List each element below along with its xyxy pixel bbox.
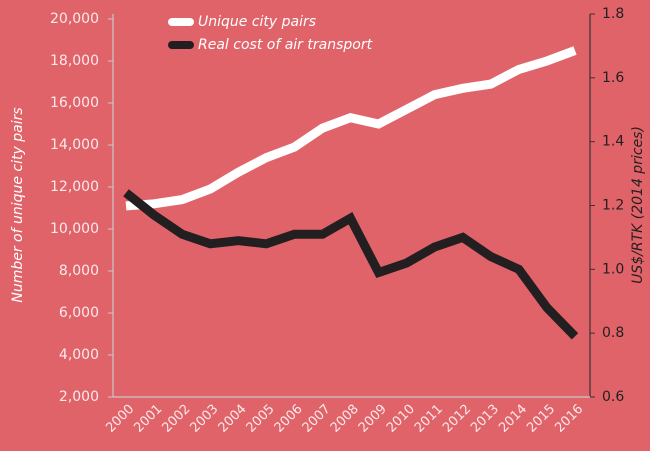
y2-tick-label: 1.6: [602, 70, 624, 86]
y2-axis-title: US$/RTK (2014 prices): [630, 126, 646, 284]
series-line: [125, 46, 577, 211]
y-tick-label: 6,000: [59, 305, 99, 321]
y2-tick-label: 1.2: [602, 198, 624, 214]
legend-label: Real cost of air transport: [198, 37, 373, 53]
y-axis-title: Number of unique city pairs: [10, 107, 26, 302]
series-line: [123, 189, 579, 340]
y-tick-label: 10,000: [50, 221, 99, 237]
y-tick-label: 20,000: [50, 11, 99, 27]
y-tick-label: 12,000: [50, 179, 99, 195]
y2-tick-label: 1.0: [602, 261, 624, 277]
y-tick-label: 4,000: [59, 347, 99, 363]
y2-tick-label: 1.4: [602, 134, 624, 150]
legend-label: Unique city pairs: [198, 14, 316, 30]
y2-tick-label: 0.6: [602, 389, 624, 405]
y-tick-label: 2,000: [59, 389, 99, 405]
y-tick-label: 8,000: [59, 263, 99, 279]
y-tick-label: 16,000: [50, 95, 99, 111]
y2-tick-label: 0.8: [602, 325, 624, 341]
y-tick-label: 18,000: [50, 53, 99, 69]
y2-tick-label: 1.8: [602, 6, 624, 22]
y-tick-label: 14,000: [50, 137, 99, 153]
